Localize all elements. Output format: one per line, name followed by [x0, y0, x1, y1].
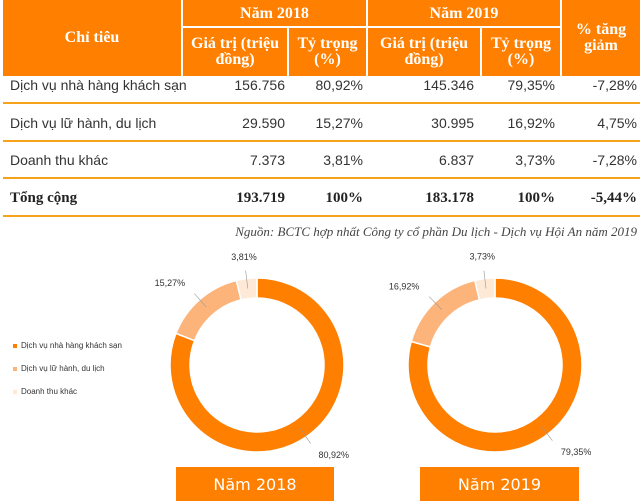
header-value-2019: Giá trị (triệu đồng) [380, 35, 468, 68]
chart-title-2019: Năm 2019 [420, 467, 579, 501]
cell-change: 4,75% [597, 115, 637, 131]
row-divider [3, 140, 640, 142]
leader-line [428, 296, 442, 310]
cell-change: -5,44% [590, 190, 637, 206]
leader-line [300, 428, 311, 444]
cell-s2019: 16,92% [507, 115, 555, 131]
cell-v2019: 183.178 [425, 190, 474, 206]
header-change: % tăng giảm [575, 21, 627, 54]
cell-label: Dịch vụ lữ hành, du lịch [10, 115, 157, 131]
legend-label: Dịch vụ lữ hành, du lịch [21, 364, 105, 373]
cell-s2018: 100% [325, 190, 364, 206]
legend-label: Dịch vụ nhà hàng khách sạn [21, 341, 122, 350]
slice-label: 80,92% [318, 450, 349, 460]
cell-change: -7,28% [592, 77, 637, 93]
cell-v2019: 6.837 [438, 152, 474, 168]
legend-swatch [13, 343, 17, 348]
leader-line [194, 293, 207, 308]
donut-slice [407, 277, 583, 453]
cell-v2019: 145.346 [423, 77, 474, 93]
legend-item: Dịch vụ lữ hành, du lịch [13, 364, 105, 373]
slice-label: 3,73% [469, 252, 495, 262]
cell-v2018: 7.373 [249, 152, 285, 168]
cell-s2018: 80,92% [315, 77, 363, 93]
leader-line [245, 270, 249, 289]
slice-label: 79,35% [561, 447, 592, 457]
slice-label: 3,81% [231, 252, 257, 262]
cell-change: -7,28% [592, 152, 637, 168]
table-row: Dịch vụ nhà hàng khách sạn 156.756 80,92% 1… [3, 67, 640, 105]
cell-label: Tổng cộng [10, 190, 78, 206]
row-divider [3, 177, 640, 179]
donut-slice [473, 277, 496, 301]
header-share-2019: Tỷ trọng (%) [491, 35, 551, 68]
donut-slice [410, 279, 481, 348]
donut-slice [174, 279, 243, 342]
legend-item: Dịch vụ nhà hàng khách sạn [13, 341, 122, 350]
cell-s2019: 100% [517, 190, 556, 206]
table-row: Doanh thu khác 7.373 3,81% 6.837 3,73% -7,28% [3, 142, 640, 180]
cell-v2019: 30.995 [431, 115, 474, 131]
leader-line [541, 426, 553, 441]
table-row-total: Tổng cộng 193.719 100% 183.178 100% -5,44% [3, 180, 640, 218]
chart-title-2018: Năm 2018 [176, 467, 334, 501]
header-year-2019: Năm 2019 [429, 4, 499, 22]
donut-slice [235, 277, 258, 301]
cell-s2018: 15,27% [315, 115, 363, 131]
cell-v2018: 156.756 [234, 77, 285, 93]
cell-s2019: 3,73% [515, 152, 555, 168]
table-row: Dịch vụ lữ hành, du lịch 29.590 15,27% 30.9… [3, 105, 640, 143]
source-note: Nguồn: BCTC hợp nhất Công ty cổ phần Du … [235, 224, 637, 239]
row-divider [3, 215, 640, 217]
row-divider [3, 102, 640, 104]
legend-swatch [13, 366, 17, 371]
cell-label: Doanh thu khác [10, 152, 109, 168]
cell-v2018: 193.719 [236, 190, 285, 206]
legend-label: Doanh thu khác [21, 387, 78, 396]
slice-label: 16,92% [389, 281, 420, 291]
cell-s2019: 79,35% [507, 77, 555, 93]
header-share-2018: Tỷ trọng (%) [297, 35, 358, 68]
header-background [3, 0, 640, 76]
cell-v2018: 29.590 [242, 115, 285, 131]
legend-item: Doanh thu khác [13, 387, 77, 396]
donut-slice [169, 277, 345, 453]
leader-line [483, 270, 487, 289]
header-value-2018: Giá trị (triệu đồng) [191, 35, 279, 68]
header-indicator: Chỉ tiêu [64, 29, 120, 46]
slice-label: 15,27% [155, 278, 186, 288]
legend-swatch [13, 389, 17, 394]
header-year-2018: Năm 2018 [240, 4, 309, 22]
cell-s2018: 3,81% [323, 152, 363, 168]
cell-label: Dịch vụ nhà hàng khách sạn [10, 77, 187, 93]
